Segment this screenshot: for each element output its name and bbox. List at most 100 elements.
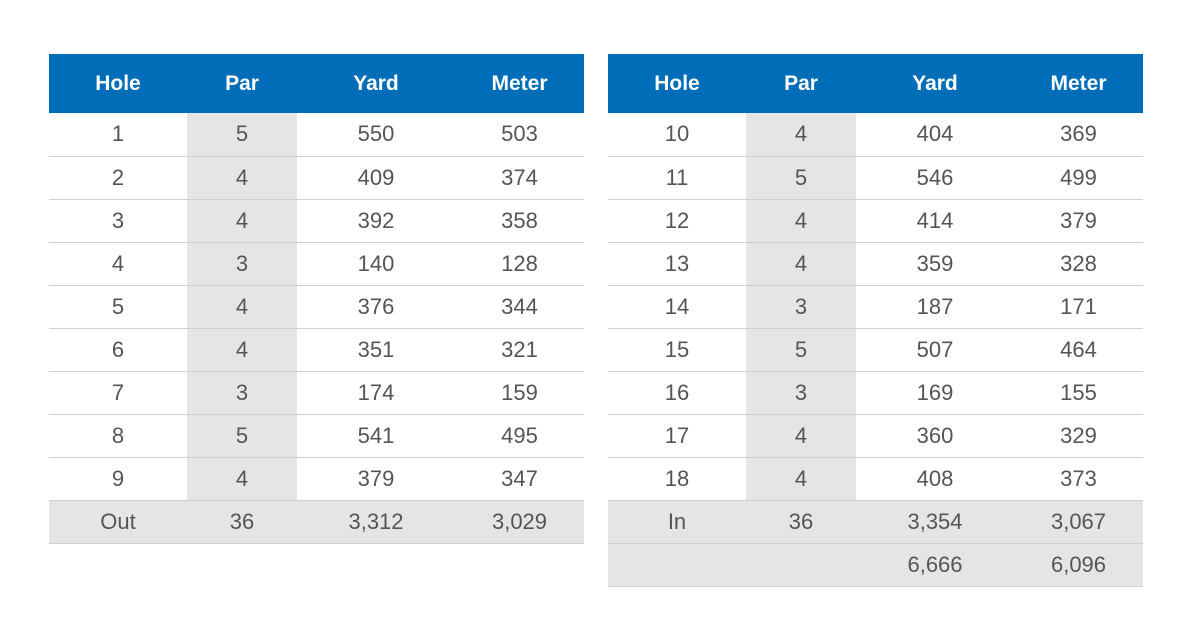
- yard-cell: 359: [856, 242, 1014, 286]
- table-row: 9 4 379 347: [49, 457, 584, 501]
- total-row: Out 36 3,312 3,029: [49, 500, 584, 544]
- meter-cell: 369: [1014, 113, 1143, 157]
- par-cell: 4: [746, 242, 856, 286]
- yard-cell: 507: [856, 328, 1014, 372]
- hole-cell: 18: [608, 457, 746, 501]
- meter-cell: 347: [455, 457, 584, 501]
- yard-cell: 169: [856, 371, 1014, 415]
- meter-cell: 503: [455, 113, 584, 157]
- meter-cell: 171: [1014, 285, 1143, 329]
- meter-cell: 3,029: [455, 500, 584, 544]
- meter-cell: 159: [455, 371, 584, 415]
- hole-cell: 2: [49, 156, 187, 200]
- hole-cell: In: [608, 500, 746, 544]
- par-cell: 3: [746, 285, 856, 329]
- hole-cell: 9: [49, 457, 187, 501]
- yard-cell: 408: [856, 457, 1014, 501]
- header-row: Hole Par Yard Meter: [49, 54, 584, 113]
- hole-cell: 3: [49, 199, 187, 243]
- hole-cell: Out: [49, 500, 187, 544]
- yard-cell: 140: [297, 242, 455, 286]
- column-header-meter: Meter: [455, 54, 584, 113]
- par-cell: 36: [746, 500, 856, 544]
- yard-cell: 3,312: [297, 500, 455, 544]
- hole-cell: 13: [608, 242, 746, 286]
- yard-cell: 351: [297, 328, 455, 372]
- par-cell: 4: [746, 414, 856, 458]
- back-nine-table: Hole Par Yard Meter 10 4 404 369 11 5 546 499 12 4 41…: [608, 54, 1143, 587]
- meter-cell: 321: [455, 328, 584, 372]
- table-row: 3 4 392 358: [49, 199, 584, 243]
- meter-cell: 379: [1014, 199, 1143, 243]
- meter-cell: 373: [1014, 457, 1143, 501]
- yard-cell: 541: [297, 414, 455, 458]
- table-row: 12 4 414 379: [608, 199, 1143, 243]
- hole-cell: 17: [608, 414, 746, 458]
- yard-cell: 187: [856, 285, 1014, 329]
- par-cell: 3: [187, 371, 297, 415]
- yard-cell: 174: [297, 371, 455, 415]
- meter-cell: 128: [455, 242, 584, 286]
- meter-cell: 155: [1014, 371, 1143, 415]
- column-header-meter: Meter: [1014, 54, 1143, 113]
- table-row: 17 4 360 329: [608, 414, 1143, 458]
- front-nine-table: Hole Par Yard Meter 1 5 550 503 2 4 409 374 3 4 392 35…: [49, 54, 584, 544]
- grand-total-row: 6,666 6,096: [608, 543, 1143, 587]
- table-row: 18 4 408 373: [608, 457, 1143, 501]
- yard-cell: 360: [856, 414, 1014, 458]
- back-nine-body: 10 4 404 369 11 5 546 499 12 4 414 379 13 4 359 328 14 3 1…: [608, 113, 1143, 587]
- yard-cell: 404: [856, 113, 1014, 157]
- hole-cell: [608, 543, 746, 587]
- meter-cell: 499: [1014, 156, 1143, 200]
- header-row: Hole Par Yard Meter: [608, 54, 1143, 113]
- par-cell: 4: [746, 199, 856, 243]
- column-header-par: Par: [187, 54, 297, 113]
- table-row: 16 3 169 155: [608, 371, 1143, 415]
- meter-cell: 374: [455, 156, 584, 200]
- par-cell: 4: [187, 285, 297, 329]
- hole-cell: 8: [49, 414, 187, 458]
- yard-cell: 409: [297, 156, 455, 200]
- par-cell: 3: [187, 242, 297, 286]
- par-cell: 3: [746, 371, 856, 415]
- meter-cell: 328: [1014, 242, 1143, 286]
- par-cell: 5: [746, 328, 856, 372]
- yard-cell: 550: [297, 113, 455, 157]
- hole-cell: 11: [608, 156, 746, 200]
- hole-cell: 7: [49, 371, 187, 415]
- par-cell: 4: [187, 457, 297, 501]
- hole-cell: 4: [49, 242, 187, 286]
- table-row: 15 5 507 464: [608, 328, 1143, 372]
- yard-cell: 414: [856, 199, 1014, 243]
- yard-cell: 392: [297, 199, 455, 243]
- hole-cell: 6: [49, 328, 187, 372]
- table-row: 7 3 174 159: [49, 371, 584, 415]
- hole-cell: 1: [49, 113, 187, 157]
- column-header-yard: Yard: [297, 54, 455, 113]
- par-cell: 5: [187, 414, 297, 458]
- table-row: 4 3 140 128: [49, 242, 584, 286]
- column-header-yard: Yard: [856, 54, 1014, 113]
- par-cell: 4: [746, 113, 856, 157]
- table-row: 14 3 187 171: [608, 285, 1143, 329]
- hole-cell: 14: [608, 285, 746, 329]
- column-header-hole: Hole: [608, 54, 746, 113]
- par-cell: 4: [187, 199, 297, 243]
- table-row: 10 4 404 369: [608, 113, 1143, 157]
- table-row: 5 4 376 344: [49, 285, 584, 329]
- par-cell: 4: [746, 457, 856, 501]
- meter-cell: 495: [455, 414, 584, 458]
- hole-cell: 12: [608, 199, 746, 243]
- front-nine-body: 1 5 550 503 2 4 409 374 3 4 392 358 4 3 140 128 5 4 376 344…: [49, 113, 584, 544]
- table-row: 2 4 409 374: [49, 156, 584, 200]
- par-cell: 36: [187, 500, 297, 544]
- hole-cell: 16: [608, 371, 746, 415]
- meter-cell: 6,096: [1014, 543, 1143, 587]
- meter-cell: 464: [1014, 328, 1143, 372]
- yard-cell: 379: [297, 457, 455, 501]
- yard-cell: 376: [297, 285, 455, 329]
- par-cell: 4: [187, 156, 297, 200]
- par-cell: 5: [746, 156, 856, 200]
- meter-cell: 358: [455, 199, 584, 243]
- total-row: In 36 3,354 3,067: [608, 500, 1143, 544]
